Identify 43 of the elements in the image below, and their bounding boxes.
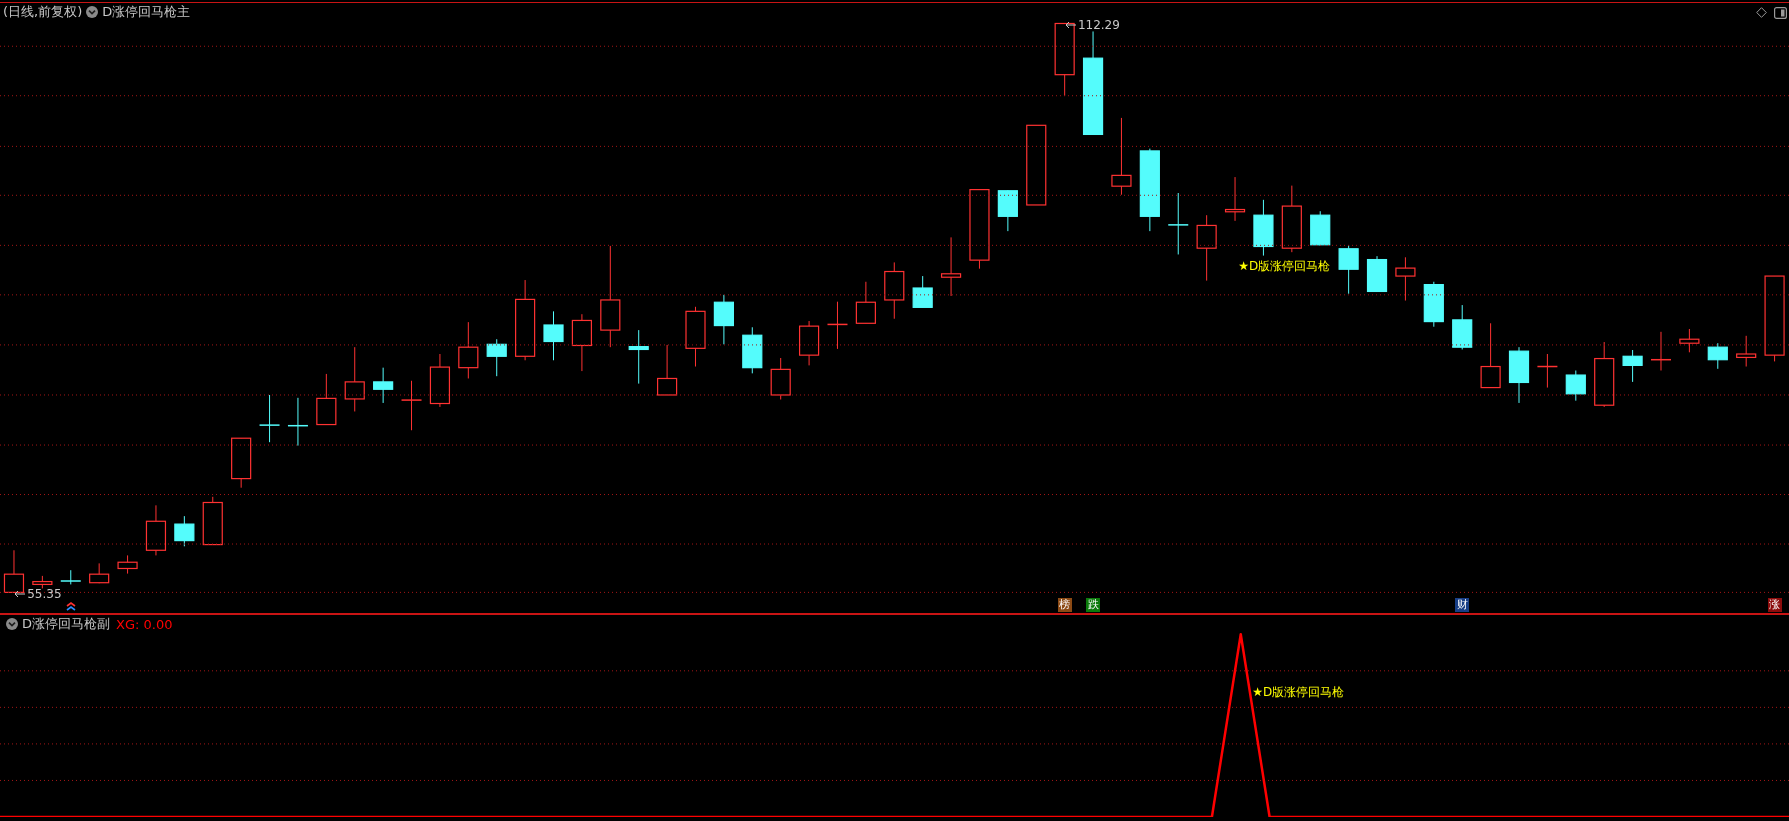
- annotation: 112.29: [1077, 18, 1120, 33]
- candlestick: [855, 281, 876, 324]
- text: 跌: [1086, 598, 1101, 612]
- candlestick: [1536, 353, 1559, 389]
- candlestick: [287, 397, 309, 447]
- candlestick: [1338, 244, 1359, 295]
- candlestick: [3, 549, 25, 593]
- candlestick: [628, 329, 649, 385]
- candlestick: [400, 380, 423, 431]
- text: XG: 0.00: [116, 616, 173, 632]
- chart-title: (日线,前复权): [3, 3, 83, 21]
- candlestick: [1196, 214, 1217, 282]
- chart-title: D涨停回马枪副: [22, 615, 111, 633]
- chart-subtitle: D涨停回马枪主: [102, 3, 191, 21]
- candlestick: [373, 367, 394, 404]
- candlestick: [543, 310, 564, 361]
- annotation: ★D版涨停回马枪: [1238, 258, 1331, 273]
- candlestick: [1707, 342, 1728, 370]
- candlestick: [1679, 328, 1700, 353]
- candlestick: [1111, 117, 1132, 196]
- candlestick: [1622, 349, 1643, 383]
- text: 财: [1455, 598, 1470, 612]
- candlestick: [1480, 322, 1501, 389]
- annotation: 55.35: [27, 587, 62, 602]
- candlestick: [657, 344, 678, 396]
- text: 榜: [1057, 598, 1072, 612]
- candlestick: [117, 554, 138, 575]
- candlestick: [344, 346, 365, 412]
- candlestick: [174, 515, 195, 547]
- candlestick: [912, 275, 933, 308]
- candlestick: [1736, 335, 1757, 368]
- candlestick: [940, 236, 962, 297]
- candlestick: [1395, 256, 1416, 302]
- annotation: ★D版涨停回马枪: [1252, 684, 1345, 699]
- candlestick: [486, 338, 507, 377]
- candlestick: [458, 321, 479, 379]
- candlestick: [1650, 331, 1672, 372]
- candlestick: [258, 394, 281, 443]
- candlestick: [1167, 192, 1189, 255]
- candlestick: [713, 294, 734, 345]
- candlestick: [826, 301, 849, 350]
- text: 涨: [1767, 598, 1782, 612]
- candlestick: [1565, 370, 1586, 402]
